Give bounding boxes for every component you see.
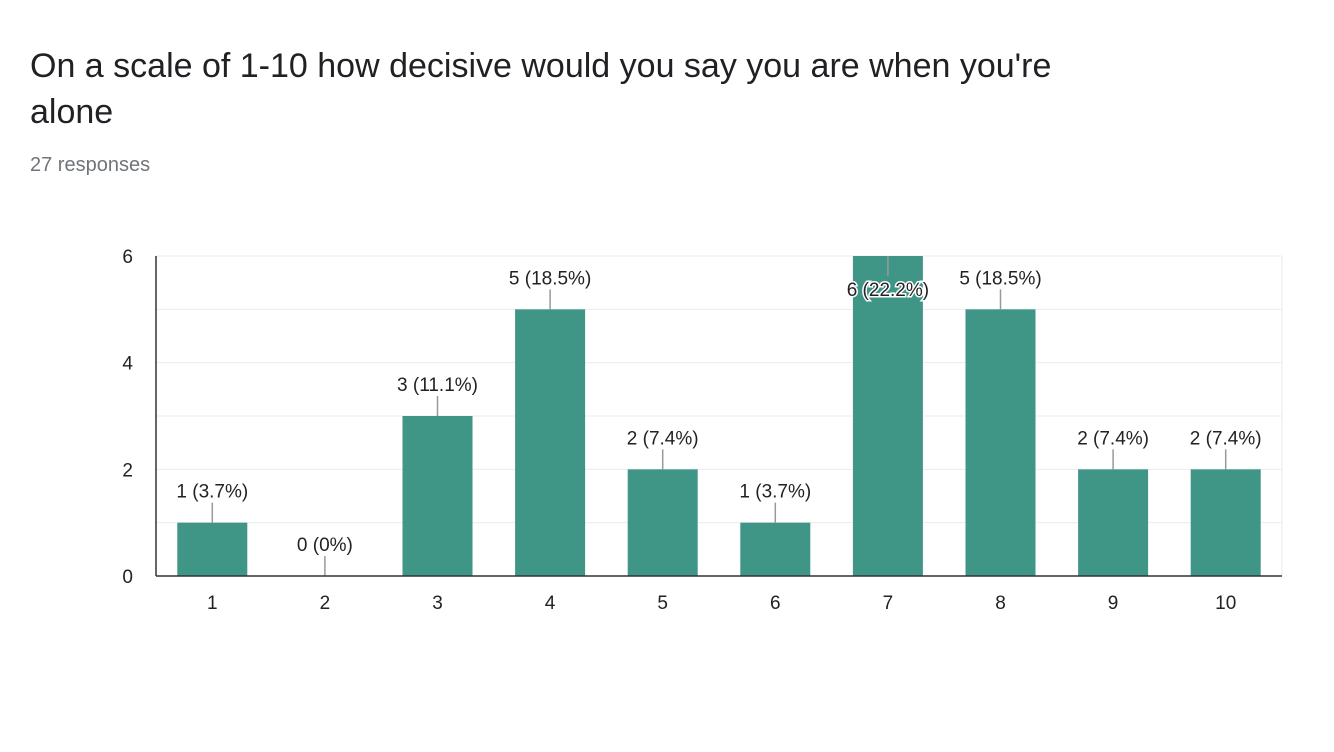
bar bbox=[515, 309, 586, 576]
bar bbox=[1078, 469, 1149, 576]
bar bbox=[852, 256, 923, 576]
data-label: 3 (11.1%) bbox=[397, 375, 478, 396]
bar bbox=[740, 522, 811, 576]
axes bbox=[155, 256, 1282, 577]
y-tick-label: 2 bbox=[122, 460, 133, 481]
data-label: 2 (7.4%) bbox=[1077, 428, 1149, 449]
x-tick-label: 10 bbox=[1215, 593, 1236, 614]
bar bbox=[402, 416, 473, 576]
bar bbox=[177, 522, 248, 576]
x-tick-label: 6 bbox=[770, 593, 781, 614]
data-labels: 1 (3.7%) 0 (0%) 3 (11.1%) 5 (18.5%) 2 (7.4%)… bbox=[176, 268, 1261, 556]
x-tick-labels: 1 2 3 4 5 6 7 8 9 10 bbox=[207, 593, 1236, 614]
data-label: 2 (7.4%) bbox=[1190, 428, 1262, 449]
data-label: 0 (0%) bbox=[297, 535, 353, 556]
bar bbox=[627, 469, 698, 576]
x-tick-label: 5 bbox=[657, 593, 668, 614]
data-label: 2 (7.4%) bbox=[627, 428, 699, 449]
data-label: 5 (18.5%) bbox=[509, 268, 591, 289]
bars bbox=[177, 256, 1261, 576]
x-tick-label: 9 bbox=[1108, 593, 1119, 614]
data-label: 1 (3.7%) bbox=[176, 482, 248, 503]
x-tick-label: 1 bbox=[207, 593, 218, 614]
y-tick-label: 4 bbox=[122, 354, 133, 375]
question-title: On a scale of 1-10 how decisive would yo… bbox=[30, 47, 1052, 131]
x-tick-label: 7 bbox=[883, 593, 894, 614]
y-tick-label: 6 bbox=[122, 247, 133, 268]
y-tick-label: 0 bbox=[122, 567, 133, 588]
x-tick-label: 8 bbox=[995, 593, 1006, 614]
label-connectors bbox=[211, 256, 1227, 576]
x-tick-label: 4 bbox=[545, 593, 556, 614]
data-label: 1 (3.7%) bbox=[739, 482, 811, 503]
data-label: 6 (22.2%) bbox=[847, 280, 929, 301]
response-count: 27 responses bbox=[30, 154, 151, 176]
bar bbox=[965, 309, 1036, 576]
x-tick-label: 2 bbox=[320, 593, 331, 614]
y-tick-labels: 0 2 4 6 bbox=[122, 247, 133, 588]
data-label: 5 (18.5%) bbox=[959, 268, 1041, 289]
x-tick-label: 3 bbox=[432, 593, 443, 614]
bar bbox=[1190, 469, 1261, 576]
